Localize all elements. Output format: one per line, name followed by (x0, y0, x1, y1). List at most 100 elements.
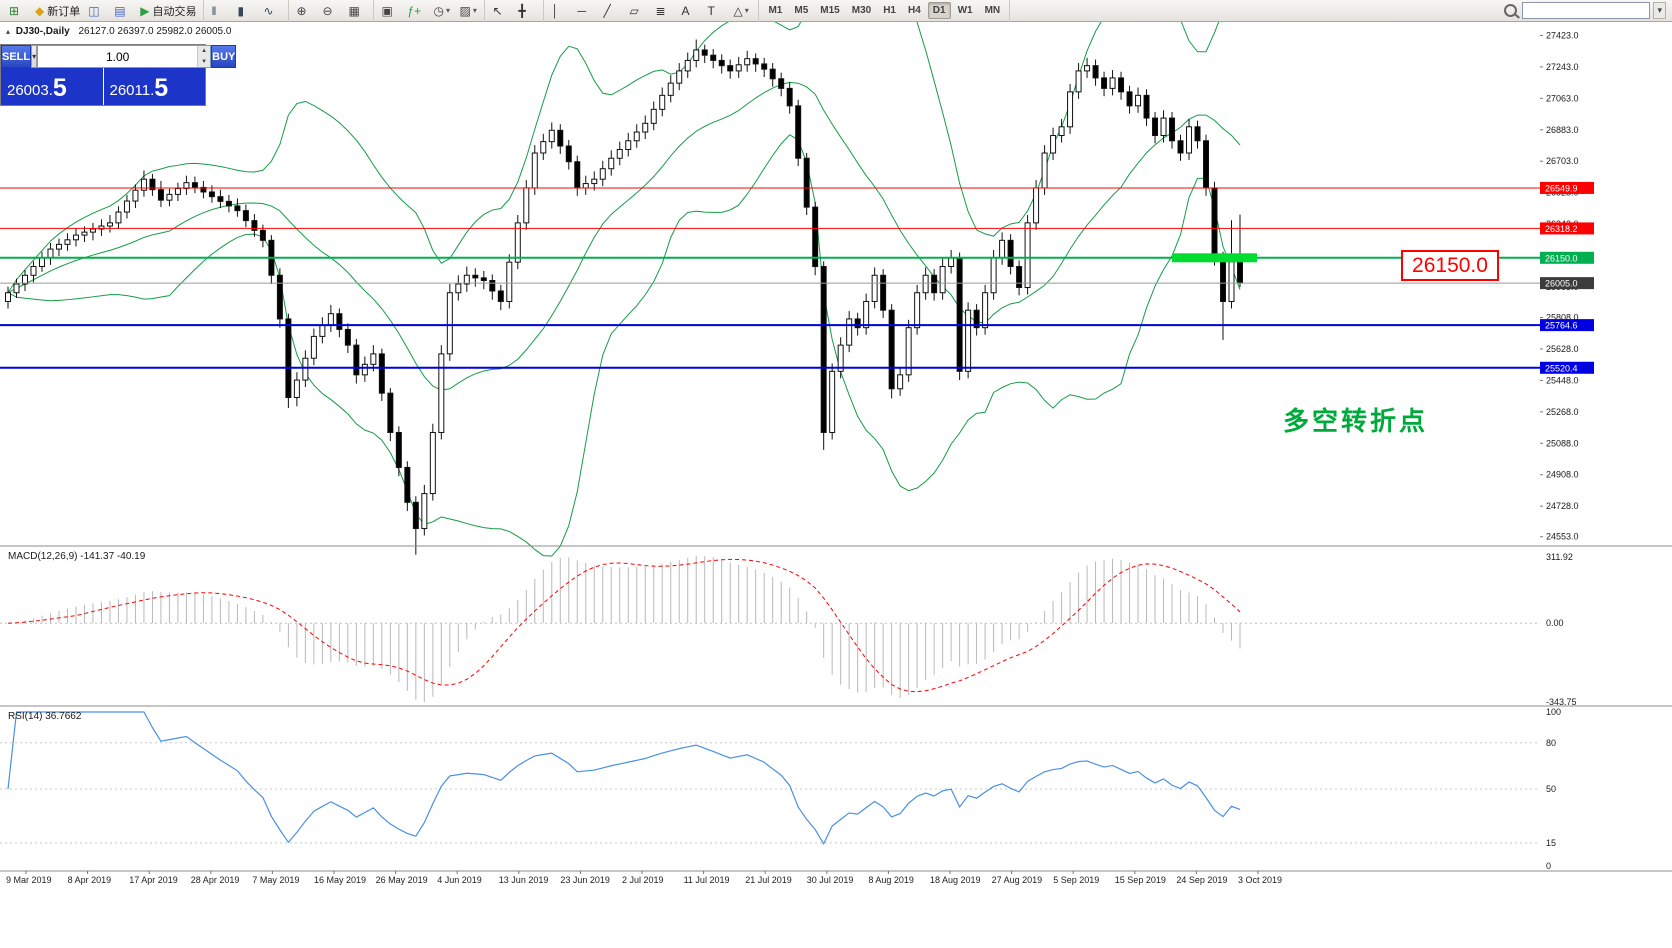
volume-down-button[interactable]: ▼ (198, 56, 211, 67)
price-line-tags: 26549.9 26318.2 26150.0 26005.0 25764.6 25520… (1540, 181, 1594, 374)
search-input[interactable] (1522, 2, 1651, 19)
templates-icon-caret[interactable]: ▾ (472, 6, 477, 15)
timeframe-m15[interactable]: M15 (820, 5, 840, 16)
highlight-segment[interactable] (1172, 253, 1257, 263)
profiles-icon[interactable]: ◫ (85, 2, 109, 20)
timeframe-w1[interactable]: W1 (957, 5, 973, 16)
buy-price[interactable]: 26011. 5 (103, 68, 205, 105)
time-axis: 9 Mar 2019 8 Apr 2019 17 Apr 2019 28 Apr 20… (6, 871, 1282, 885)
autotrading-button: ▶ (140, 3, 150, 18)
templates-icon[interactable]: ▨ ▾ (456, 2, 480, 20)
volume-input-wrap: ▲ ▼ (37, 45, 212, 68)
bar-chart-icon[interactable]: ‖ (208, 2, 232, 20)
svg-text:24908.0: 24908.0 (1546, 470, 1579, 480)
turning-point-annotation: 多空转折点 (1283, 406, 1429, 436)
buy-price-main: 26011. (109, 82, 155, 99)
cursor-icon[interactable]: ↖ (489, 2, 513, 20)
timeframe-h4[interactable]: H4 (907, 5, 921, 16)
buy-button[interactable]: BUY (211, 45, 237, 68)
svg-text:5 Sep 2019: 5 Sep 2019 (1053, 875, 1099, 885)
svg-text:30 Jul 2019: 30 Jul 2019 (807, 875, 854, 885)
chart-symbol-label: DJ30-,Daily (15, 26, 70, 37)
volume-up-button[interactable]: ▲ (198, 46, 211, 57)
svg-text:21 Jul 2019: 21 Jul 2019 (745, 875, 792, 885)
arrange-windows-icon[interactable]: ▣ (378, 2, 402, 20)
chart-ohlc-values: 26127.0 26397.0 25982.0 26005.0 (78, 26, 232, 37)
timeframe-m5[interactable]: M5 (794, 5, 809, 16)
subwindow-arrow-icon[interactable]: ▴ (6, 27, 11, 36)
market-watch-icon: ▤ (114, 3, 126, 18)
zoom-out-icon: ⊖ (322, 3, 333, 18)
svg-text:27243.0: 27243.0 (1546, 62, 1579, 72)
chart-canvas[interactable]: 27423.027243.027063.026883.026703.026523… (0, 22, 1672, 948)
new-order-button[interactable]: ◆ 新订单 (32, 2, 83, 20)
svg-text:RSI(14) 36.7662: RSI(14) 36.7662 (8, 711, 82, 722)
new-chart-icon: ⊞ (9, 3, 20, 18)
periods-icon[interactable]: ◷ ▾ (430, 2, 454, 20)
price-alert-label[interactable]: 26150.0 (1401, 250, 1499, 281)
horizontal-level-lines[interactable] (0, 187, 1540, 369)
tile-windows-icon[interactable]: ▦ (345, 2, 369, 20)
line-chart-icon: ∿ (263, 3, 274, 18)
search-dropdown-button[interactable]: ▾ (1653, 2, 1666, 19)
toolbar-group-objects: │ ─ ╱ ▱ ≣ A T △ ▾ (544, 0, 760, 22)
indicators-icon[interactable]: ƒ+ (404, 2, 428, 20)
svg-text:16 May 2019: 16 May 2019 (314, 875, 366, 885)
svg-text:4 Jun 2019: 4 Jun 2019 (437, 875, 482, 885)
svg-text:25764.6: 25764.6 (1545, 321, 1578, 331)
timeframe-h1[interactable]: H1 (883, 5, 896, 16)
label-icon[interactable]: T (704, 2, 728, 20)
chart-ohlc-header: ▴ DJ30-,Daily 26127.0 26397.0 25982.0 26… (6, 26, 231, 37)
toolbar-group-cursor: ↖ ╋ (485, 0, 545, 22)
timeframe-mn[interactable]: MN (984, 5, 1001, 16)
line-chart-icon[interactable]: ∿ (260, 2, 284, 20)
svg-text:100: 100 (1546, 707, 1561, 717)
text-icon: A (681, 3, 690, 18)
periods-icon-caret[interactable]: ▾ (445, 6, 450, 15)
autotrading-button[interactable]: ▶ 自动交易 (137, 2, 199, 20)
zoom-out-icon[interactable]: ⊖ (319, 2, 343, 20)
timeframe-d1[interactable]: D1 (927, 2, 951, 19)
new-order-button: ◆ (35, 3, 45, 18)
volume-input[interactable] (38, 46, 198, 67)
svg-text:27 Aug 2019: 27 Aug 2019 (992, 875, 1043, 885)
timeframe-m30[interactable]: M30 (851, 5, 872, 16)
svg-text:23 Jun 2019: 23 Jun 2019 (560, 875, 610, 885)
shapes-icon: △ (733, 3, 743, 18)
vertical-line-icon[interactable]: │ (548, 2, 572, 20)
svg-text:15: 15 (1546, 838, 1556, 848)
svg-text:7 May 2019: 7 May 2019 (252, 875, 299, 885)
trade-options-dropdown[interactable]: ▾ (31, 45, 38, 68)
shapes-icon-caret[interactable]: ▾ (744, 6, 749, 15)
toolbar-group-chart-types: ‖ ▮ ∿ (204, 0, 290, 22)
sell-price[interactable]: 26003. 5 (1, 68, 103, 105)
svg-text:25088.0: 25088.0 (1546, 438, 1579, 448)
svg-text:25808.0: 25808.0 (1546, 313, 1579, 323)
macd-pane: 311.92 0.00 -343.75 MACD(12,26,9) -141.37 -… (0, 551, 1577, 707)
fibonacci-icon[interactable]: ≣ (652, 2, 676, 20)
svg-text:0: 0 (1546, 861, 1551, 871)
text-icon[interactable]: A (678, 2, 702, 20)
sell-button[interactable]: SELL (1, 45, 32, 68)
zoom-in-icon: ⊕ (296, 3, 307, 18)
cursor-icon: ↖ (492, 3, 503, 18)
crosshair-icon[interactable]: ╋ (515, 2, 539, 20)
svg-text:27423.0: 27423.0 (1546, 30, 1579, 40)
timeframe-m1[interactable]: M1 (768, 5, 783, 16)
equidistant-channel-icon[interactable]: ▱ (626, 2, 650, 20)
new-chart-icon[interactable]: ⊞ (6, 2, 30, 20)
fibonacci-icon: ≣ (655, 3, 666, 18)
svg-text:17 Apr 2019: 17 Apr 2019 (129, 875, 178, 885)
svg-text:25628.0: 25628.0 (1546, 344, 1579, 354)
candlestick-chart-icon[interactable]: ▮ (234, 2, 258, 20)
trendline-icon[interactable]: ╱ (600, 2, 624, 20)
svg-text:-343.75: -343.75 (1546, 697, 1577, 707)
svg-text:15 Sep 2019: 15 Sep 2019 (1115, 875, 1166, 885)
zoom-in-icon[interactable]: ⊕ (293, 2, 317, 20)
horizontal-line-icon[interactable]: ─ (574, 2, 598, 20)
svg-text:50: 50 (1546, 784, 1556, 794)
market-watch-icon[interactable]: ▤ (111, 2, 135, 20)
shapes-icon[interactable]: △ ▾ (730, 2, 754, 20)
tile-windows-icon: ▦ (348, 3, 360, 18)
trendline-icon: ╱ (603, 3, 611, 18)
